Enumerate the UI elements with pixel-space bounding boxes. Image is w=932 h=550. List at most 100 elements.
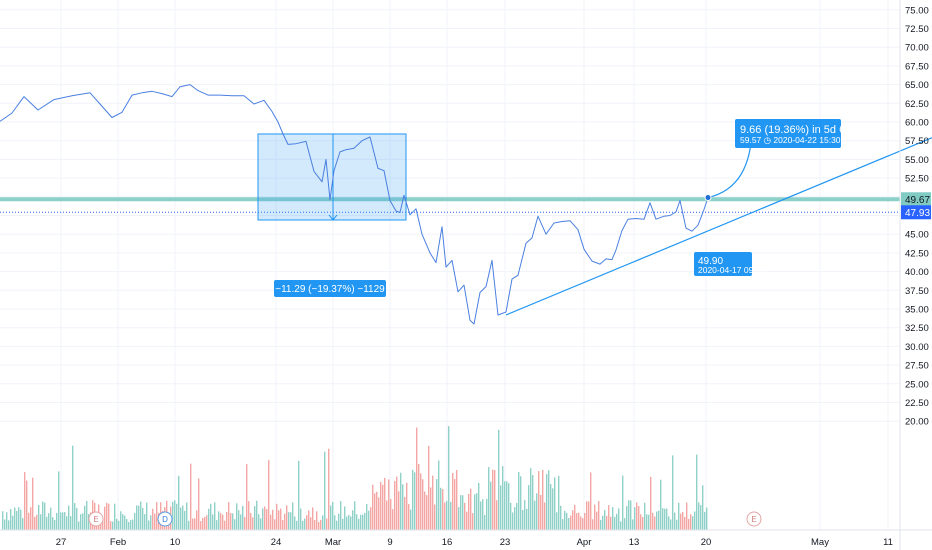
volume-bar (670, 519, 672, 530)
volume-bar (486, 498, 488, 530)
volume-bar (514, 507, 516, 530)
trend-line[interactable] (505, 137, 932, 316)
volume-bar (546, 474, 548, 530)
volume-bar (450, 501, 452, 530)
volume-bar (480, 501, 482, 530)
volume-bar (706, 507, 708, 530)
volume-bar (238, 510, 240, 530)
volume-bar (54, 520, 56, 530)
volume-bar (324, 451, 326, 530)
volume-bar (30, 507, 32, 530)
volume-bar (312, 507, 314, 530)
earnings-badge-icon[interactable] (746, 511, 762, 527)
volume-bar (352, 510, 354, 530)
volume-bar (180, 507, 182, 530)
volume-bar (120, 511, 122, 530)
time-axis-tick-label: Feb (110, 537, 126, 548)
volume-bar (368, 510, 370, 530)
volume-bar (446, 501, 448, 530)
volume-bar (648, 514, 650, 530)
volume-bar (146, 502, 148, 530)
volume-bar (74, 503, 76, 530)
volume-bar (534, 500, 536, 530)
earnings-badge-icon[interactable] (88, 511, 104, 527)
volume-bar (376, 491, 378, 530)
time-axis-tick-label: Apr (577, 537, 592, 548)
volume-bar (682, 511, 684, 530)
volume-bar (198, 478, 200, 530)
volume-bar (380, 481, 382, 530)
price-axis-tick-label: 65.00 (905, 80, 929, 91)
volume-bar (494, 470, 496, 530)
volume-bar (686, 502, 688, 530)
volume-bar (698, 502, 700, 530)
price-axis-tick-label: 20.00 (905, 417, 929, 428)
volume-bar (412, 469, 414, 530)
point-marker[interactable] (704, 194, 712, 202)
price-line[interactable] (0, 84, 709, 325)
volume-bar (48, 513, 50, 530)
volume-bar (306, 515, 308, 530)
volume-bar (538, 471, 540, 530)
horizontal-levels[interactable] (0, 197, 900, 213)
time-axis[interactable]: 27 Feb 10 24 Mar 9 16 23 Apr 13 20 May 11 (0, 529, 932, 548)
volume-bar (296, 520, 298, 530)
volume-bar (314, 519, 316, 530)
event-badge-earnings-1[interactable]: E (88, 511, 104, 527)
volume-bar (216, 520, 218, 530)
volume-bar (178, 475, 180, 530)
volume-bar (44, 502, 46, 530)
volume-bar (14, 507, 16, 530)
volume-bar (672, 455, 674, 530)
volume-bar (572, 510, 574, 530)
volume-bar (654, 516, 656, 530)
volume-bar (434, 504, 436, 530)
event-badge-earnings-2[interactable]: E (746, 511, 762, 527)
volume-bar (242, 505, 244, 530)
price-axis-tick-label: 40.00 (905, 267, 929, 278)
point-label-date: 2020-04-17 09:30 (698, 265, 765, 275)
volume-bar (288, 512, 290, 530)
volume-bar (66, 516, 68, 530)
price-axis-tick-label: 22.50 (905, 398, 929, 409)
volume-bar (570, 515, 572, 530)
volume-bar (600, 519, 602, 530)
volume-bar (82, 513, 84, 530)
volume-bar (262, 508, 264, 530)
volume-bar (472, 513, 474, 530)
volume-bar (622, 475, 624, 530)
price-range-measure-box[interactable] (257, 133, 407, 221)
volume-bar (474, 494, 476, 530)
event-badge-dividend[interactable]: D (157, 511, 173, 527)
volume-bar (518, 471, 520, 530)
volume-bar (414, 472, 416, 530)
forecast-label-detail: 59.57 ◷ 2020-04-22 15:30 (740, 135, 841, 145)
volume-bar (226, 511, 228, 530)
volume-bar (106, 502, 108, 530)
price-axis-tick-label: 37.50 (905, 286, 929, 297)
volume-bar (366, 504, 368, 530)
volume-bar (328, 448, 330, 530)
dividend-badge-icon[interactable] (157, 511, 173, 527)
volume-bar (326, 518, 328, 530)
volume-bar (496, 500, 498, 530)
volume-bar (80, 514, 82, 530)
volume-bar (636, 502, 638, 530)
volume-bar (112, 521, 114, 530)
volume-bar (650, 476, 652, 530)
volume-bar (332, 501, 334, 530)
price-axis[interactable]: 75.00 72.50 70.00 67.50 65.00 62.50 60.00 57.50… (899, 0, 931, 550)
volume-bar (406, 482, 408, 530)
volume-bar (108, 503, 110, 530)
volume-bar (666, 508, 668, 530)
volume-bar (72, 445, 74, 530)
volume-bar (338, 513, 340, 530)
horizontal-level-line[interactable] (0, 197, 900, 202)
volume-bar (42, 501, 44, 530)
volume-bar (88, 514, 90, 530)
volume-bar (118, 520, 120, 530)
price-axis-tick-label: 55.00 (905, 155, 929, 166)
volume-bar (522, 509, 524, 530)
forecast-label-background (735, 119, 841, 148)
